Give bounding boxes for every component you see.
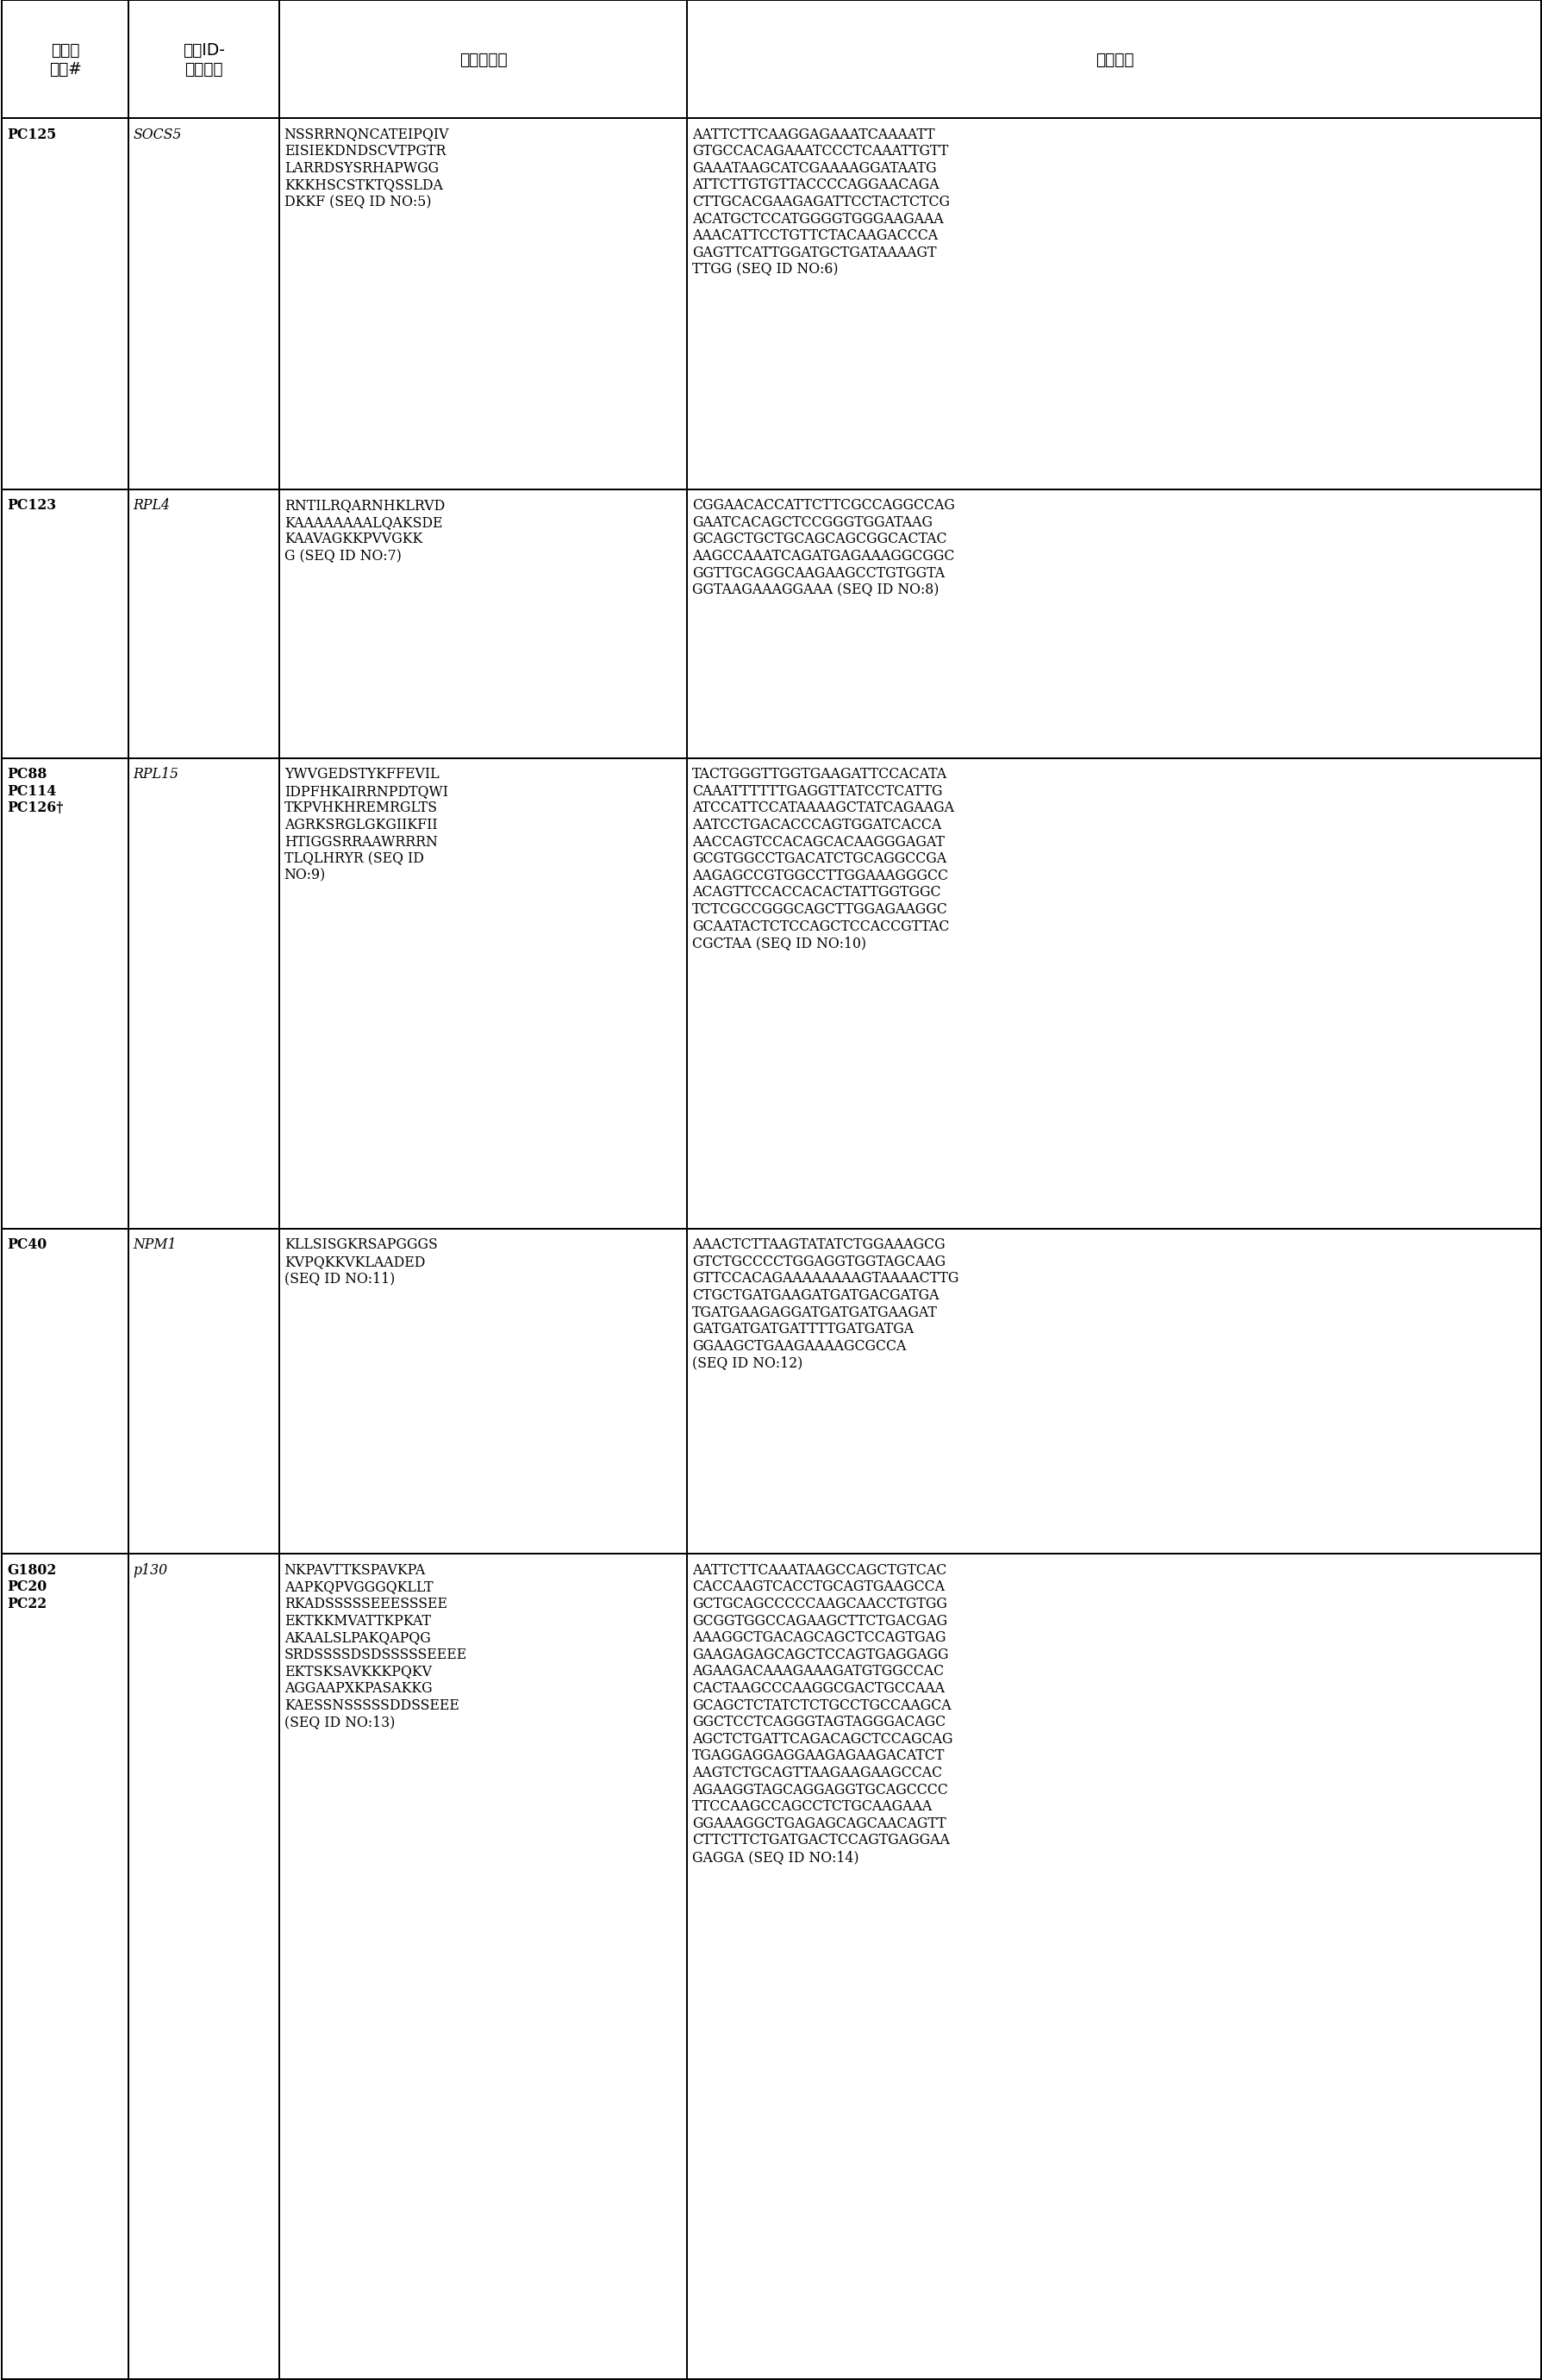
Text: TACTGGGTTGGTGAAGATTCCACATA
CAAATTTTTTGAGGTTATCCTCATTG
ATCCATTCCATAAAAGCTATCAGAAG: TACTGGGTTGGTGAAGATTCCACATA CAAATTTTTTGAG… [692, 766, 954, 950]
Text: AATTCTTCAAGGAGAAATCAAAATT
GTGCCACAGAAATCCCTCAAATTGTT
GAAATAAGCATCGAAAAGGATAATG
A: AATTCTTCAAGGAGAAATCAAAATT GTGCCACAGAAATC… [692, 126, 950, 276]
Bar [279, 1554, 688, 2380]
Bar [279, 119, 688, 490]
Bar [128, 490, 279, 759]
Bar [2, 490, 128, 759]
Bar [2, 1554, 128, 2380]
Bar [279, 490, 688, 759]
Bar [279, 0, 688, 119]
Bar [688, 1228, 1540, 1554]
Text: RPL15: RPL15 [133, 766, 179, 781]
Text: AATTCTTCAAATAAGCCAGCTGTCAC
CACCAAGTCACCTGCAGTGAAGCCA
GCTGCAGCCCCCAAGCAACCTGTGG
G: AATTCTTCAAATAAGCCAGCTGTCAC CACCAAGTCACCT… [692, 1561, 953, 1864]
Text: CGGAACACCATTCTTCGCCAGGCCAG
GAATCACAGCTCCGGGTGGATAAG
GCAGCTGCTGCAGCAGCGGCACTAC
AA: CGGAACACCATTCTTCGCCAGGCCAG GAATCACAGCTCC… [692, 497, 954, 597]
Text: RPL4: RPL4 [133, 497, 170, 512]
Bar [128, 1228, 279, 1554]
Text: AAACTCTTAAGTATATCTGGAAAGCG
GTCTGCCCCTGGAGGTGGTAGCAAG
GTTCCACAGAAAAAAAAGTAAAACTTG: AAACTCTTAAGTATATCTGGAAAGCG GTCTGCCCCTGGA… [692, 1238, 959, 1371]
Text: PC88
PC114
PC126†: PC88 PC114 PC126† [8, 766, 63, 816]
Bar [128, 0, 279, 119]
Bar [688, 1554, 1540, 2380]
Text: 假定肽序列: 假定肽序列 [460, 52, 507, 69]
Bar [2, 0, 128, 119]
Bar [688, 759, 1540, 1228]
Text: G1802
PC20
PC22: G1802 PC20 PC22 [8, 1561, 57, 1611]
Text: 核酸序列: 核酸序列 [1095, 52, 1133, 69]
Text: 噬菌体
克隆#: 噬菌体 克隆# [49, 43, 82, 79]
Text: KLLSISGKRSAPGGGS
KVPQKKVKLAADED
(SEQ ID NO:11): KLLSISGKRSAPGGGS KVPQKKVKLAADED (SEQ ID … [284, 1238, 438, 1285]
Bar [128, 119, 279, 490]
Bar [128, 1554, 279, 2380]
Text: 假定ID-
基因符号: 假定ID- 基因符号 [182, 43, 225, 79]
Bar [2, 759, 128, 1228]
Bar [688, 119, 1540, 490]
Text: YWVGEDSTYKFFEVIL
IDPFHKAIRRNPDTQWI
TKPVHKHREMRGLTS
AGRKSRGLGKGIIKFII
HTIGGSRRAAW: YWVGEDSTYKFFEVIL IDPFHKAIRRNPDTQWI TKPVH… [284, 766, 447, 883]
Bar [128, 759, 279, 1228]
Text: NPM1: NPM1 [133, 1238, 177, 1252]
Text: PC40: PC40 [8, 1238, 46, 1252]
Bar [688, 490, 1540, 759]
Text: NKPAVTTKSPAVKPA
AAPKQPVGGGQKLLT
RKADSSSSSEEESSSEE
EKTKKMVATTKPKAT
AKAALSLPAKQAPQ: NKPAVTTKSPAVKPA AAPKQPVGGGQKLLT RKADSSSS… [284, 1561, 467, 1728]
Bar [279, 759, 688, 1228]
Bar [2, 119, 128, 490]
Bar [279, 1228, 688, 1554]
Text: NSSRRNQNCATEIPQIV
EISIEKDNDSCVTPGTR
LARRDSYSRHAPWGG
KKKHSCSTKTQSSLDA
DKKF (SEQ I: NSSRRNQNCATEIPQIV EISIEKDNDSCVTPGTR LARR… [284, 126, 449, 209]
Bar [2, 1228, 128, 1554]
Text: SOCS5: SOCS5 [133, 126, 182, 143]
Text: RNTILRQARNHKLRVD
KAAAAAAAALQAKSDE
KAAVAGKKPVVGKK
G (SEQ ID NO:7): RNTILRQARNHKLRVD KAAAAAAAALQAKSDE KAAVAG… [284, 497, 444, 564]
Bar [688, 0, 1540, 119]
Text: PC123: PC123 [8, 497, 56, 512]
Text: PC125: PC125 [8, 126, 57, 143]
Text: p130: p130 [133, 1561, 168, 1578]
